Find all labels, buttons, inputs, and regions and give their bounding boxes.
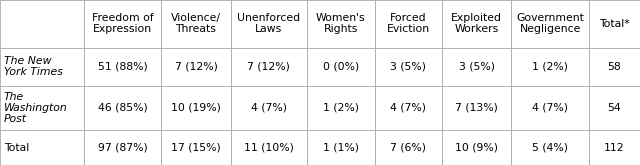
Text: 3 (5%): 3 (5%): [390, 62, 426, 72]
Bar: [230, 48, 307, 86]
Bar: [511, 130, 589, 165]
Text: 4 (7%): 4 (7%): [390, 103, 426, 113]
Bar: [307, 86, 374, 130]
Text: 1 (2%): 1 (2%): [323, 103, 359, 113]
Text: Total*: Total*: [599, 19, 630, 29]
Text: The New
York Times: The New York Times: [4, 56, 63, 77]
Text: Total: Total: [4, 143, 29, 153]
Text: 97 (87%): 97 (87%): [98, 143, 147, 153]
Bar: [84, 130, 161, 165]
Bar: [307, 48, 374, 86]
Bar: [0, 130, 84, 165]
Bar: [442, 0, 511, 48]
Text: Forced
Eviction: Forced Eviction: [387, 13, 430, 34]
Bar: [374, 130, 442, 165]
Text: 54: 54: [607, 103, 621, 113]
Text: 3 (5%): 3 (5%): [459, 62, 495, 72]
Bar: [374, 0, 442, 48]
Text: 4 (7%): 4 (7%): [532, 103, 568, 113]
Bar: [84, 86, 161, 130]
Text: Freedom of
Expression: Freedom of Expression: [92, 13, 154, 34]
Text: 51 (88%): 51 (88%): [98, 62, 147, 72]
Bar: [84, 48, 161, 86]
Text: 10 (9%): 10 (9%): [455, 143, 498, 153]
Bar: [589, 48, 640, 86]
Text: Women's
Rights: Women's Rights: [316, 13, 365, 34]
Text: 11 (10%): 11 (10%): [244, 143, 294, 153]
Bar: [589, 86, 640, 130]
Text: 17 (15%): 17 (15%): [171, 143, 221, 153]
Text: Government
Negligence: Government Negligence: [516, 13, 584, 34]
Text: Unenforced
Laws: Unenforced Laws: [237, 13, 300, 34]
Text: 46 (85%): 46 (85%): [98, 103, 147, 113]
Bar: [161, 0, 230, 48]
Text: The
Washington
Post: The Washington Post: [4, 92, 68, 124]
Text: 10 (19%): 10 (19%): [171, 103, 221, 113]
Bar: [230, 0, 307, 48]
Bar: [442, 130, 511, 165]
Bar: [442, 48, 511, 86]
Text: 7 (12%): 7 (12%): [247, 62, 290, 72]
Bar: [161, 130, 230, 165]
Bar: [374, 86, 442, 130]
Text: 0 (0%): 0 (0%): [323, 62, 359, 72]
Bar: [230, 130, 307, 165]
Text: 58: 58: [607, 62, 621, 72]
Text: 4 (7%): 4 (7%): [251, 103, 287, 113]
Bar: [511, 48, 589, 86]
Text: 1 (1%): 1 (1%): [323, 143, 359, 153]
Text: 5 (4%): 5 (4%): [532, 143, 568, 153]
Bar: [511, 86, 589, 130]
Bar: [161, 48, 230, 86]
Text: Exploited
Workers: Exploited Workers: [451, 13, 502, 34]
Bar: [589, 130, 640, 165]
Bar: [511, 0, 589, 48]
Bar: [307, 130, 374, 165]
Bar: [442, 86, 511, 130]
Text: 112: 112: [604, 143, 625, 153]
Text: 7 (13%): 7 (13%): [455, 103, 498, 113]
Bar: [589, 0, 640, 48]
Bar: [0, 48, 84, 86]
Bar: [161, 86, 230, 130]
Bar: [374, 48, 442, 86]
Text: Violence/
Threats: Violence/ Threats: [171, 13, 221, 34]
Bar: [307, 0, 374, 48]
Bar: [230, 86, 307, 130]
Bar: [0, 0, 84, 48]
Text: 7 (6%): 7 (6%): [390, 143, 426, 153]
Text: 1 (2%): 1 (2%): [532, 62, 568, 72]
Text: 7 (12%): 7 (12%): [175, 62, 218, 72]
Bar: [0, 86, 84, 130]
Bar: [84, 0, 161, 48]
